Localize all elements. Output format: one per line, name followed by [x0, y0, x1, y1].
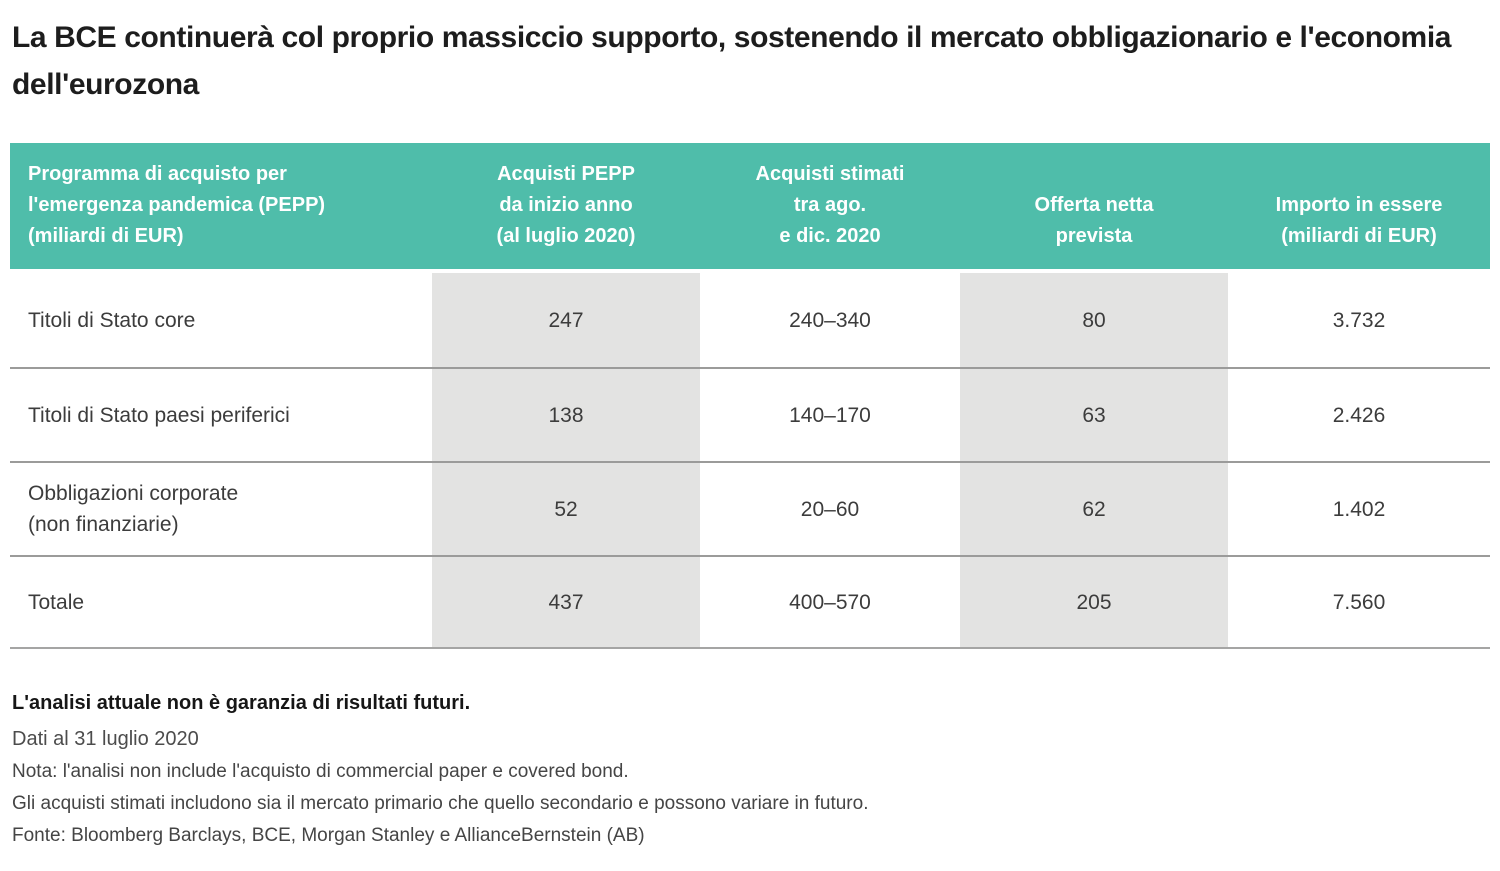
table-cell: 62 — [960, 463, 1228, 555]
table-cell: 247 — [432, 273, 700, 367]
table-cell: 63 — [960, 369, 1228, 461]
table-row-titoli-periferici: Titoli di Stato paesi periferici 138 140… — [10, 367, 1490, 461]
footnotes: L'analisi attuale non è garanzia di risu… — [12, 691, 1470, 847]
table-cell: 20–60 — [800, 497, 860, 521]
table-cell: 240–340 — [789, 308, 871, 332]
table-cell: 52 — [432, 463, 700, 555]
row-label: Titoli di Stato core — [28, 308, 196, 332]
table-row-titoli-core: Titoli di Stato core 247 240–340 80 3.73… — [10, 273, 1490, 367]
table-cell: 80 — [960, 273, 1228, 367]
column-header-programma: Programma di acquisto per l'emergenza pa… — [28, 163, 326, 247]
table-header-row: Programma di acquisto per l'emergenza pa… — [10, 143, 1490, 269]
table-body: Titoli di Stato core 247 240–340 80 3.73… — [10, 273, 1490, 649]
row-label: Obbligazioni corporate (non finanziarie) — [28, 482, 239, 536]
page-title: La BCE continuerà col proprio massiccio … — [12, 21, 1452, 101]
table-cell: 1.402 — [1332, 497, 1386, 521]
disclaimer-text: L'analisi attuale non è garanzia di risu… — [12, 692, 471, 714]
column-header-importo: Importo in essere (miliardi di EUR) — [1275, 194, 1443, 247]
column-header-acquisti-stimati: Acquisti stimati tra ago. e dic. 2020 — [755, 163, 905, 247]
table-cell: 3.732 — [1332, 308, 1386, 332]
table-cell: 2.426 — [1332, 403, 1386, 427]
row-label: Totale — [28, 590, 85, 614]
note-text-2: Gli acquisti stimati includono sia il me… — [12, 793, 869, 814]
table-row-totale: Totale 437 400–570 205 7.560 — [10, 555, 1490, 647]
table-cell: 140–170 — [789, 403, 871, 427]
table-cell: 437 — [432, 557, 700, 647]
table-cell: 205 — [960, 557, 1228, 647]
column-header-acquisti-pepp: Acquisti PEPP da inizio anno (al luglio … — [496, 163, 636, 247]
pepp-table: Programma di acquisto per l'emergenza pa… — [10, 143, 1490, 649]
table-row-obbligazioni-corporate: Obbligazioni corporate (non finanziarie)… — [10, 461, 1490, 555]
note-text-1: Nota: l'analisi non include l'acquisto d… — [12, 761, 629, 782]
source-text: Fonte: Bloomberg Barclays, BCE, Morgan S… — [12, 825, 645, 846]
pepp-purchases-figure: La BCE continuerà col proprio massiccio … — [0, 14, 1500, 871]
column-header-offerta-netta: Offerta netta prevista — [1034, 194, 1154, 247]
table-cell: 400–570 — [789, 590, 871, 614]
table-cell: 7.560 — [1332, 590, 1386, 614]
row-label: Titoli di Stato paesi periferici — [28, 403, 290, 427]
table-cell: 138 — [432, 369, 700, 461]
data-as-of-text: Dati al 31 luglio 2020 — [12, 728, 199, 750]
